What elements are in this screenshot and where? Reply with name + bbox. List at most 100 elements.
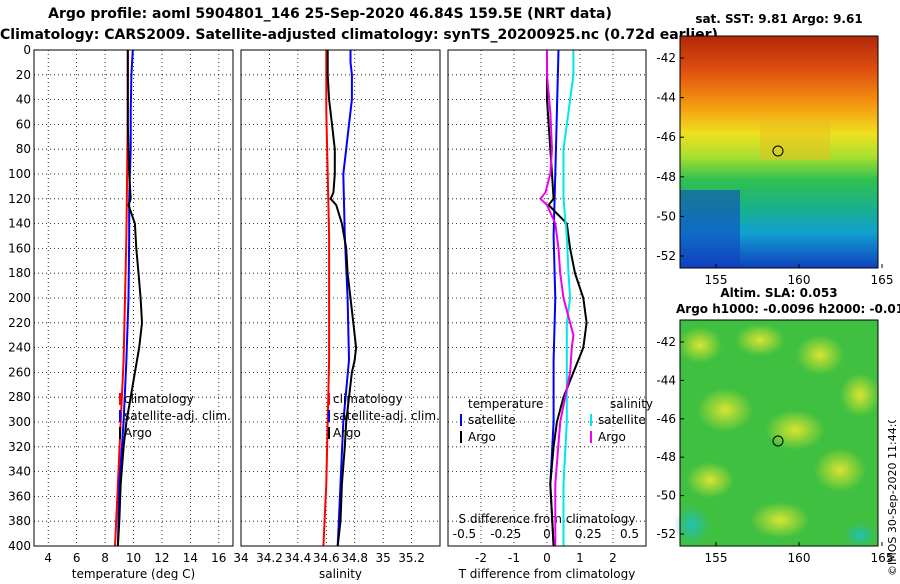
x-tick-label: 34 [233, 551, 248, 565]
x-axis-label: T difference from climatology [458, 567, 636, 580]
watermark-text: ©IMOS 30-Sep-2020 11:44:01 [886, 420, 899, 576]
legend-label-s: Argo [598, 430, 626, 444]
depth-tick-label: 160 [8, 241, 31, 255]
x-tick-label: 16 [211, 551, 226, 565]
x-tick-label: 34.2 [256, 551, 283, 565]
series-line-climatology [322, 50, 331, 547]
depth-tick-label: 380 [8, 514, 31, 528]
legend-label: climatology [333, 392, 403, 406]
sst-cold-patch [680, 190, 740, 268]
x-tick-label: 34.6 [313, 551, 340, 565]
sla-argo-marker [772, 435, 784, 447]
x-axis-label: temperature (deg C) [72, 567, 195, 580]
map2ticks-ticks: -42 -44 -46 -48 -50 -52 155 160 165 [656, 335, 893, 565]
s-tick-label: 0.5 [620, 527, 639, 541]
map1ticks-ticks: -42 -44 -46 -48 -50 -52 155 160 165 [656, 51, 893, 287]
depth-tick-label: 400 [8, 539, 31, 553]
series-line-satellite-adj-clim- [336, 50, 353, 547]
depth-tick-label: 140 [8, 217, 31, 231]
x-tick-label: 1 [576, 551, 584, 565]
s-tick-label: -0.5 [453, 527, 476, 541]
lat-tick-label: -50 [656, 489, 676, 503]
x-tick-label: 34.8 [341, 551, 368, 565]
series-line-t-argo [546, 50, 588, 547]
legend-title-salinity: salinity [610, 397, 653, 411]
x-tick-label: 34.4 [284, 551, 311, 565]
lon-tick-label: 160 [788, 551, 811, 565]
lon-tick-label: 165 [871, 551, 894, 565]
lat-tick-label: -46 [656, 412, 676, 426]
sla-map: -42 -44 -46 -48 -50 -52 155 160 165 [656, 319, 893, 565]
lon-tick-label: 155 [705, 273, 728, 287]
x-tick-label: -2 [475, 551, 487, 565]
depth-tick-label: 280 [8, 390, 31, 404]
imos-watermark: ©IMOS 30-Sep-2020 11:44:01 [884, 410, 900, 584]
panel-frame [33, 49, 234, 547]
series-line-s-argo [539, 50, 575, 546]
legend-label: Argo [124, 426, 152, 440]
depth-tick-label: 40 [16, 93, 31, 107]
x-tick-label: 12 [154, 551, 169, 565]
depth-tick-label: 60 [16, 117, 31, 131]
lat-tick-label: -42 [656, 51, 676, 65]
legend-label: satellite-adj. clim. [333, 409, 440, 423]
lat-tick-label: -48 [656, 450, 676, 464]
depth-tick-label: 240 [8, 341, 31, 355]
legend-label: satellite-adj. clim. [124, 409, 231, 423]
sla-map-title-1: Altim. SLA: 0.053 [720, 286, 838, 300]
depth-tick-label: 120 [8, 192, 31, 206]
depth-tick-label: 300 [8, 415, 31, 429]
legend-label-t: Argo [468, 430, 496, 444]
legend-title-temperature: temperature [468, 397, 543, 411]
x-tick-label: 14 [183, 551, 198, 565]
lon-tick-label: 160 [788, 273, 811, 287]
profile-panel-3: -2 -1 0 1 2 -0.5 -0.25 0 0.25 0.5S difference fro… [447, 49, 653, 580]
x-axis-label: salinity [319, 567, 362, 580]
series-line-satellite-adj-clim- [116, 49, 134, 547]
s-tick-label: -0.25 [490, 527, 521, 541]
x-tick-label: 6 [73, 551, 81, 565]
series-line-argo [326, 50, 358, 547]
depth-tick-label: 80 [16, 142, 31, 156]
profile-panel-2: 34 34.2 34.4 34.6 34.8 35 35.2 salinity climatol… [233, 49, 441, 580]
title-line-2: Climatology: CARS2009. Satellite-adjuste… [0, 27, 718, 43]
x-tick-label: 35 [376, 551, 391, 565]
x-tick-label: 4 [44, 551, 52, 565]
lat-tick-label: -42 [656, 335, 676, 349]
depth-tick-label: 320 [8, 440, 31, 454]
x-tick-label: 2 [609, 551, 617, 565]
legend-label-t: satellite [468, 413, 516, 427]
s-tick-label: 0 [543, 527, 551, 541]
depth-tick-label: 220 [8, 316, 31, 330]
depth-tick-label: 20 [16, 68, 31, 82]
title-line-1: Argo profile: aoml 5904801_146 25-Sep-20… [48, 6, 612, 22]
legend-label: Argo [333, 426, 361, 440]
sst-map-title: sat. SST: 9.81 Argo: 9.61 [695, 12, 863, 26]
s-tick-label: 0.25 [575, 527, 602, 541]
panel-frame [240, 49, 441, 547]
depth-tick-label: 100 [8, 167, 31, 181]
lat-tick-label: -44 [656, 373, 676, 387]
lat-tick-label: -50 [656, 209, 676, 223]
sst-map-frame [679, 35, 879, 269]
sla-blobs [674, 324, 880, 547]
series-line-s-satellite [562, 50, 575, 546]
sst-map: -42 -44 -46 -48 -50 -52 155 160 165 [656, 35, 893, 287]
profile-panel-1: 0 20 40 60 80 100 120 140 160 180 200 220 240 260 280 3… [8, 43, 234, 580]
lon-tick-label: 155 [705, 551, 728, 565]
depth-tick-label: 0 [23, 43, 31, 57]
depth-tick-label: 260 [8, 365, 31, 379]
lat-tick-label: -44 [656, 91, 676, 105]
lon-tick-label: 165 [871, 273, 894, 287]
sla-map-frame [679, 319, 879, 547]
series-line-argo [116, 50, 144, 547]
x-tick-label: 0 [543, 551, 551, 565]
depth-tick-label: 360 [8, 489, 31, 503]
legend-label-s: satellite [598, 413, 646, 427]
depth-tick-label: 200 [8, 291, 31, 305]
depth-tick-label: 340 [8, 465, 31, 479]
panel-frame [447, 49, 647, 547]
lat-tick-label: -52 [656, 249, 676, 263]
legend-label: climatology [124, 392, 194, 406]
depth-tick-label: 180 [8, 266, 31, 280]
